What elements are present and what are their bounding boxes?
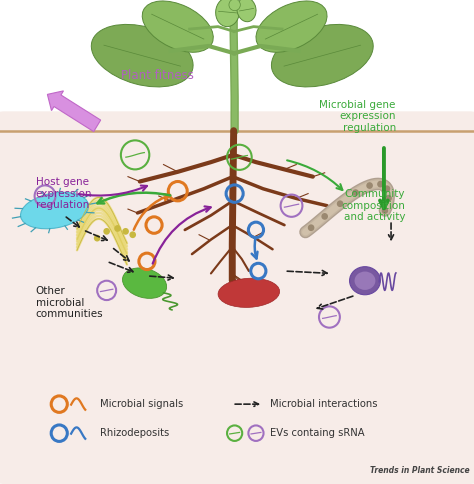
Circle shape xyxy=(114,225,121,232)
Circle shape xyxy=(366,182,373,189)
Text: Community
composition
and activity: Community composition and activity xyxy=(341,189,405,222)
Ellipse shape xyxy=(256,1,327,52)
Ellipse shape xyxy=(350,267,380,295)
Text: Rhizodeposits: Rhizodeposits xyxy=(100,428,169,438)
Text: Plant fitness: Plant fitness xyxy=(121,69,194,81)
Text: Host gene
expression
regulation: Host gene expression regulation xyxy=(36,177,92,210)
Circle shape xyxy=(129,231,136,238)
Text: Microbial interactions: Microbial interactions xyxy=(270,399,378,409)
Circle shape xyxy=(103,228,110,235)
Circle shape xyxy=(337,200,343,207)
Circle shape xyxy=(384,185,391,192)
Text: Microbial gene
expression
regulation: Microbial gene expression regulation xyxy=(319,100,396,133)
Ellipse shape xyxy=(20,192,89,229)
Circle shape xyxy=(122,228,129,235)
Ellipse shape xyxy=(122,268,167,298)
Ellipse shape xyxy=(91,24,193,87)
Circle shape xyxy=(229,0,240,11)
Ellipse shape xyxy=(216,0,239,27)
Circle shape xyxy=(385,195,392,202)
Circle shape xyxy=(352,189,359,196)
Text: Other
microbial
communities: Other microbial communities xyxy=(36,286,103,319)
Text: Microbial signals: Microbial signals xyxy=(100,399,183,409)
FancyBboxPatch shape xyxy=(0,111,474,484)
Ellipse shape xyxy=(237,0,256,22)
Circle shape xyxy=(377,181,384,187)
Circle shape xyxy=(308,225,314,231)
Ellipse shape xyxy=(355,272,375,290)
Ellipse shape xyxy=(218,278,280,307)
FancyArrow shape xyxy=(47,91,100,132)
Circle shape xyxy=(94,235,100,242)
Text: Trends in Plant Science: Trends in Plant Science xyxy=(370,466,469,475)
Circle shape xyxy=(382,207,388,214)
Text: EVs containg sRNA: EVs containg sRNA xyxy=(270,428,365,438)
Ellipse shape xyxy=(142,1,213,52)
Ellipse shape xyxy=(272,24,373,87)
Circle shape xyxy=(321,213,328,220)
